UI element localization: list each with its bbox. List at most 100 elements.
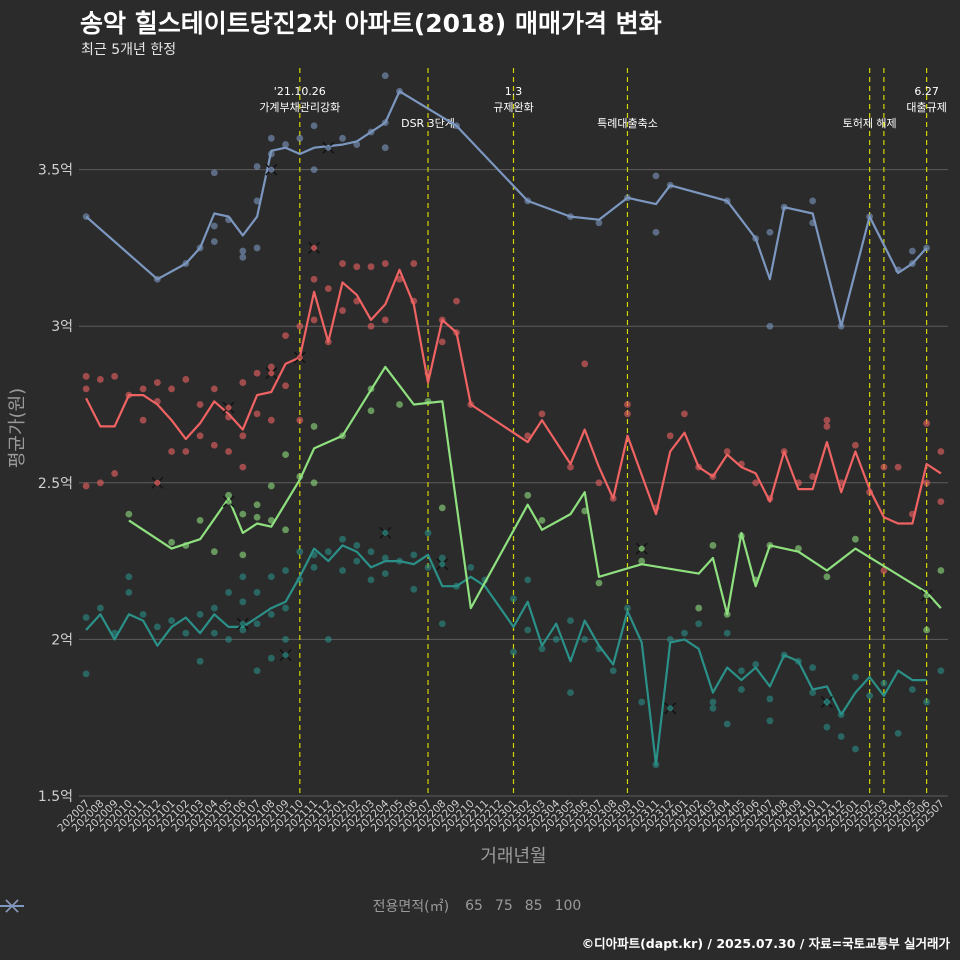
scatter-point-65-2: [96, 604, 104, 612]
scatter-point-85-34: [310, 316, 318, 324]
cancel-marker-85-4: [308, 241, 321, 254]
cancel-marker-dot: [268, 166, 275, 173]
scatter-point-100-18: [310, 166, 318, 174]
scatter-point-65-77: [766, 695, 774, 703]
scatter-point-85-43: [381, 260, 389, 267]
scatter-point-65-62: [609, 667, 617, 675]
scatter-point-85-64: [681, 410, 688, 418]
scatter-point-85-29: [282, 332, 289, 340]
scatter-point-100-37: [766, 322, 774, 330]
y-tick-label-3: 3억: [51, 319, 73, 335]
scatter-point-75-36: [852, 535, 859, 543]
scatter-point-65-72: [723, 720, 731, 728]
scatter-point-75-9: [253, 501, 261, 509]
scatter-point-85-67: [723, 448, 731, 455]
scatter-point-75-3: [196, 516, 204, 524]
cancel-marker-85-0: [151, 476, 164, 489]
scatter-point-65-24: [267, 654, 275, 662]
scatter-point-85-81: [894, 463, 902, 471]
cancel-marker-dot: [382, 529, 389, 536]
scatter-point-85-60: [624, 410, 631, 418]
cancel-marker-85-3: [293, 351, 306, 364]
scatter-point-85-77: [852, 441, 859, 449]
scatter-point-85-3: [96, 479, 104, 487]
scatter-point-65-15: [225, 589, 232, 596]
event-label-202301-1: 규제완화: [493, 101, 533, 114]
scatter-point-65-73: [738, 667, 745, 675]
event-label-202110-0: '21.10.26: [274, 85, 326, 98]
scatter-point-85-55: [538, 410, 546, 418]
cancel-marker-100-1: [322, 141, 335, 154]
scatter-point-85-10: [153, 379, 161, 386]
scatter-point-85-79: [880, 463, 888, 471]
scatter-point-75-24: [538, 516, 546, 524]
scatter-point-85-85: [937, 448, 945, 455]
scatter-point-65-44: [410, 551, 418, 559]
scatter-point-65-29: [296, 548, 304, 556]
scatter-point-65-17: [239, 598, 247, 606]
scatter-point-75-22: [438, 504, 446, 512]
scatter-point-75-15: [310, 423, 318, 430]
scatter-point-65-69: [709, 704, 717, 712]
scatter-point-65-53: [510, 595, 517, 603]
scatter-point-65-14: [225, 636, 232, 643]
scatter-point-85-9: [139, 416, 147, 424]
scatter-point-100-13: [267, 134, 275, 142]
scatter-point-85-18: [210, 385, 218, 393]
legend-label-75: 75: [494, 898, 513, 914]
scatter-point-100-22: [381, 72, 389, 80]
scatter-point-75-10: [267, 482, 275, 490]
scatter-point-65-40: [381, 554, 389, 562]
scatter-point-65-25: [282, 636, 289, 643]
scatter-point-65-64: [638, 698, 646, 706]
scatter-point-65-43: [410, 585, 418, 593]
scatter-point-85-6: [111, 470, 119, 477]
scatter-point-65-10: [196, 610, 204, 618]
scatter-point-75-18: [367, 407, 375, 415]
cancel-marker-85-2: [265, 367, 278, 380]
scatter-point-85-45: [396, 275, 403, 283]
cancel-marker-75-1: [635, 542, 648, 555]
scatter-point-85-26: [253, 410, 261, 418]
scatter-point-65-83: [823, 723, 831, 731]
scatter-point-75-16: [310, 479, 318, 487]
scatter-point-65-76: [766, 717, 774, 725]
scatter-point-65-46: [424, 563, 432, 571]
scatter-point-65-50: [467, 563, 475, 571]
cancel-marker-dot: [311, 244, 318, 251]
y-tick-label-1: 2억: [51, 632, 73, 648]
scatter-point-85-61: [624, 401, 631, 408]
scatter-point-85-51: [453, 297, 460, 305]
scatter-point-65-21: [253, 589, 261, 596]
scatter-point-85-35: [324, 285, 332, 293]
scatter-point-65-63: [624, 604, 631, 612]
scatter-point-100-19: [339, 134, 346, 142]
event-label-202207-0: DSR 3단계: [401, 117, 455, 130]
scatter-point-65-57: [552, 636, 560, 643]
scatter-point-85-39: [353, 263, 361, 271]
x-axis-title: 거래년월: [480, 846, 546, 867]
scatter-point-85-74: [823, 416, 831, 424]
series-line-85: [85, 268, 942, 525]
scatter-point-100-4: [210, 169, 218, 177]
scatter-point-65-60: [581, 636, 589, 643]
scatter-point-65-58: [567, 689, 574, 697]
scatter-point-65-31: [310, 563, 318, 571]
scatter-point-85-42: [367, 322, 375, 330]
legend-label-100: 100: [554, 898, 582, 914]
scatter-point-65-92: [923, 698, 931, 706]
event-label-202309-0: 특례대출축소: [597, 117, 658, 130]
scatter-point-65-35: [339, 567, 346, 574]
scatter-point-85-75: [823, 423, 831, 430]
scatter-point-65-7: [153, 623, 161, 631]
scatter-point-100-10: [253, 197, 261, 205]
cancel-marker-dot: [268, 370, 275, 377]
scatter-point-85-30: [282, 382, 289, 390]
scatter-point-65-88: [866, 692, 874, 700]
scatter-point-65-32: [324, 636, 332, 643]
legend-label-85: 85: [524, 898, 543, 914]
cancel-marker-65-1: [279, 649, 292, 662]
y-tick-label-4: 3.5억: [38, 163, 73, 179]
scatter-point-75-7: [239, 510, 247, 518]
y-tick-label-0: 1.5억: [38, 789, 73, 805]
